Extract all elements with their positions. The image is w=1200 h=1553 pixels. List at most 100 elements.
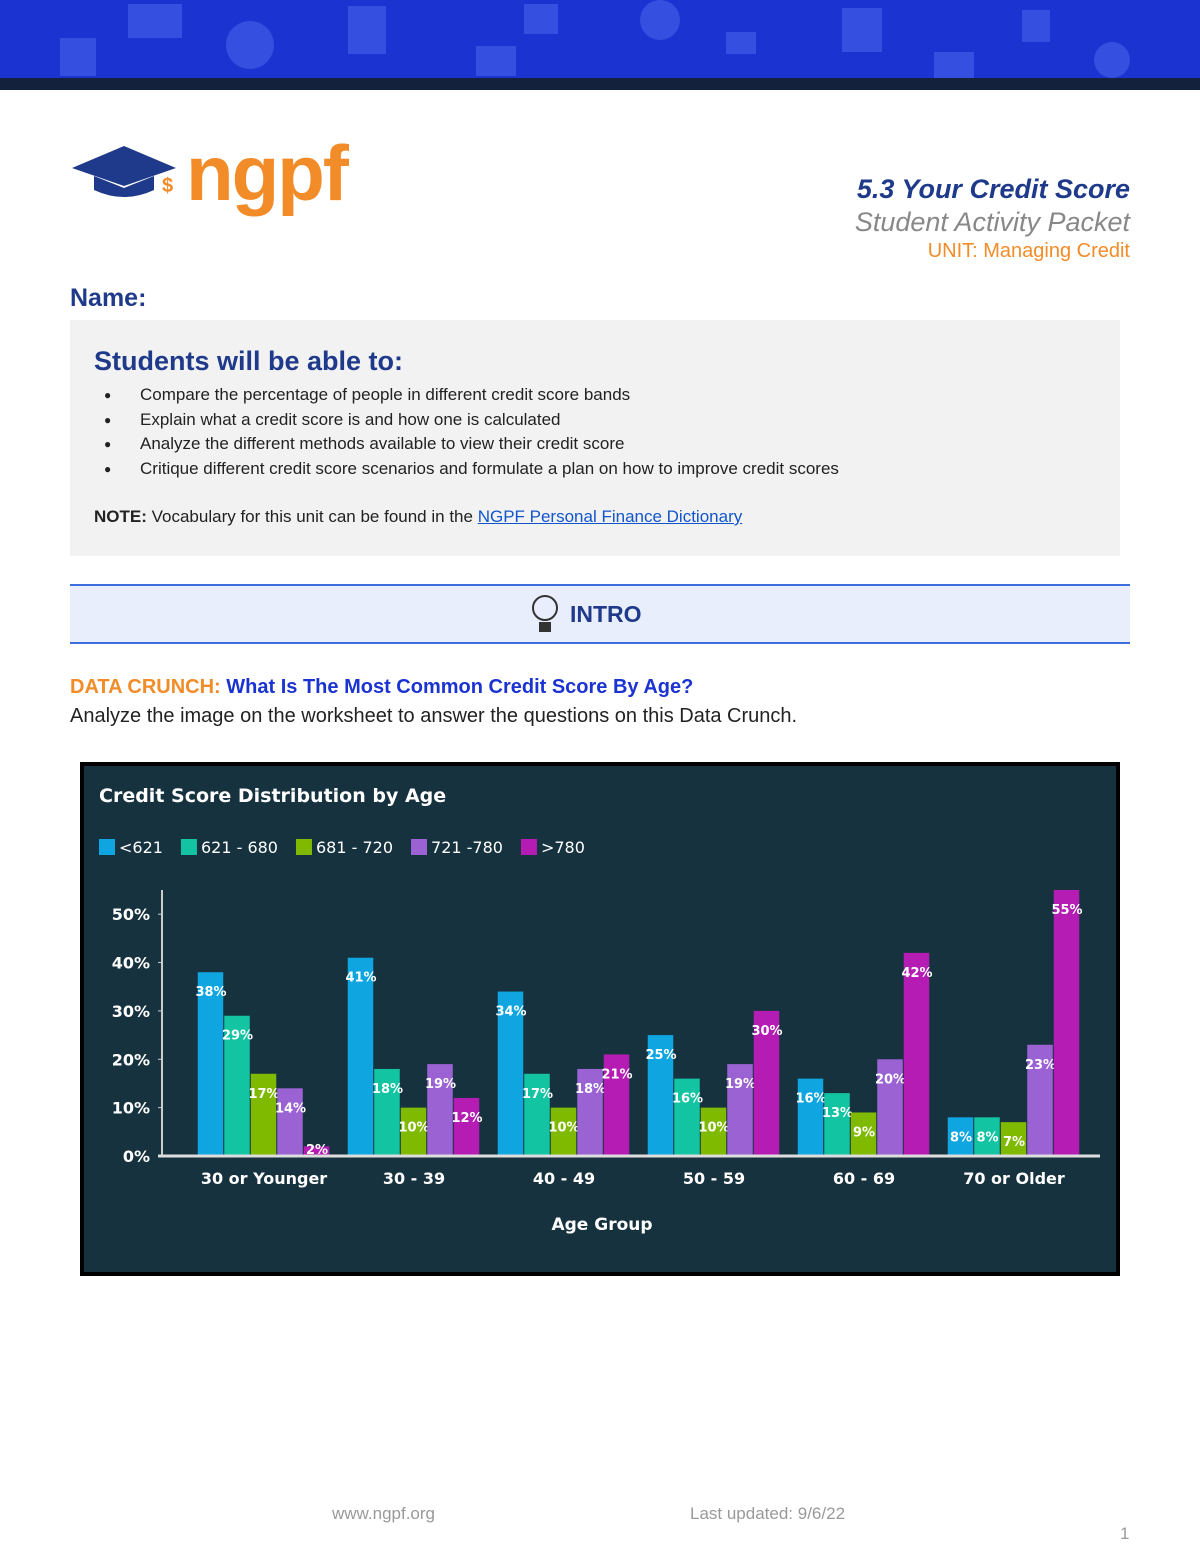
x-tick-label: 30 - 39 xyxy=(383,1169,445,1188)
footer-url: www.ngpf.org xyxy=(332,1504,435,1523)
logo: ngpf xyxy=(186,129,349,217)
section-bar: INTRO xyxy=(70,584,1130,644)
legend-label: 681 - 720 xyxy=(316,838,393,857)
bar xyxy=(524,1073,550,1156)
y-tick-label: 10% xyxy=(112,1099,150,1118)
page-number: 1 xyxy=(1120,1524,1130,1543)
legend-swatch xyxy=(295,839,312,855)
value-label: 30% xyxy=(751,1024,782,1039)
bar xyxy=(303,1146,330,1156)
value-label: 10% xyxy=(548,1121,579,1136)
objective: Explain what a credit score is and how o… xyxy=(70,408,1120,433)
value-label: 8% xyxy=(976,1130,998,1145)
bar xyxy=(1027,1044,1053,1156)
value-label: 17% xyxy=(248,1087,279,1102)
value-label: 42% xyxy=(901,966,932,981)
bulb-icon xyxy=(532,595,558,632)
value-label: 2% xyxy=(306,1143,328,1158)
y-tick-label: 30% xyxy=(112,1002,150,1021)
unit: UNIT: Managing Credit xyxy=(927,240,1130,262)
bar xyxy=(277,1088,303,1156)
x-tick-label: 70 or Older xyxy=(963,1169,1065,1188)
bar xyxy=(824,1093,850,1156)
bar xyxy=(453,1097,480,1156)
section-title: INTRO xyxy=(570,601,642,627)
bar xyxy=(974,1117,1000,1156)
x-tick-label: 60 - 69 xyxy=(833,1169,895,1188)
chart-background xyxy=(80,762,1120,1276)
bar xyxy=(497,991,524,1156)
bar xyxy=(250,1073,277,1156)
footer-updated: Last updated: 9/6/22 xyxy=(690,1504,846,1523)
bar xyxy=(224,1015,250,1156)
value-label: 19% xyxy=(425,1077,456,1092)
value-label: 55% xyxy=(1051,903,1082,918)
bar xyxy=(797,1078,824,1156)
name-label: Name: xyxy=(70,284,147,312)
bar xyxy=(877,1059,903,1156)
objectives-heading: Students will be able to: xyxy=(94,346,404,376)
value-label: 17% xyxy=(522,1087,553,1102)
banner xyxy=(0,0,1200,78)
value-label: 25% xyxy=(645,1048,676,1063)
bar xyxy=(753,1010,780,1156)
banner-stripe xyxy=(0,78,1200,90)
packet-title: 5.3 Your Credit Score xyxy=(856,174,1130,204)
value-label: 20% xyxy=(875,1072,906,1087)
data-crunch-question: What Is The Most Common Credit Score By … xyxy=(226,676,694,698)
legend-swatch xyxy=(180,839,197,855)
dictionary-link[interactable]: NGPF Personal Finance Dictionary xyxy=(477,507,743,526)
bar xyxy=(347,957,374,1156)
bar xyxy=(577,1068,603,1156)
value-label: 16% xyxy=(795,1092,826,1107)
data-crunch-instructions: Analyze the image on the worksheet to an… xyxy=(70,705,798,727)
value-label: 19% xyxy=(725,1077,756,1092)
legend-label: >780 xyxy=(541,838,585,857)
objective: Critique different credit score scenario… xyxy=(70,457,1120,482)
y-tick-label: 0% xyxy=(123,1147,150,1166)
bar xyxy=(603,1054,630,1156)
value-label: 8% xyxy=(950,1130,972,1145)
value-label: 13% xyxy=(822,1106,853,1121)
bar xyxy=(947,1117,974,1156)
bar xyxy=(374,1068,400,1156)
bar xyxy=(1053,890,1080,1156)
svg-text:$: $ xyxy=(162,175,173,197)
logo-cap: $ xyxy=(72,146,176,197)
value-label: 18% xyxy=(575,1082,606,1097)
value-label: 14% xyxy=(275,1101,306,1116)
legend-label: <621 xyxy=(119,838,163,857)
note: NOTE: Vocabulary for this unit can be fo… xyxy=(94,507,1120,527)
value-label: 18% xyxy=(372,1082,403,1097)
value-label: 41% xyxy=(345,971,376,986)
value-label: 29% xyxy=(222,1029,253,1044)
value-label: 9% xyxy=(853,1125,875,1140)
value-label: 16% xyxy=(672,1092,703,1107)
value-label: 10% xyxy=(698,1121,729,1136)
y-tick-label: 20% xyxy=(112,1050,150,1069)
y-tick-label: 50% xyxy=(112,905,150,924)
bar xyxy=(700,1107,727,1156)
note-text: Vocabulary for this unit can be found in… xyxy=(151,507,473,526)
value-label: 38% xyxy=(195,985,226,1000)
bar xyxy=(850,1112,877,1156)
banner-icons xyxy=(60,0,1130,78)
value-label: 12% xyxy=(451,1111,482,1126)
packet-subtitle: Student Activity Packet xyxy=(854,207,1130,237)
legend-swatch xyxy=(411,839,428,855)
objectives-box: Students will be able to: Compare the pe… xyxy=(70,320,1120,556)
bar xyxy=(674,1078,700,1156)
value-label: 21% xyxy=(601,1067,632,1082)
bar xyxy=(400,1107,427,1156)
x-tick-label: 50 - 59 xyxy=(683,1169,745,1188)
bar xyxy=(1000,1122,1027,1156)
header-titles: 5.3 Your Credit Score Student Activity P… xyxy=(855,174,1130,263)
legend-swatch xyxy=(520,839,537,855)
x-tick-label: 40 - 49 xyxy=(533,1169,595,1188)
value-label: 34% xyxy=(495,1005,526,1020)
objectives-list: Compare the percentage of people in diff… xyxy=(70,383,1120,481)
legend-swatch xyxy=(99,839,115,855)
chart-title: Credit Score Distribution by Age xyxy=(99,785,446,807)
bar xyxy=(427,1064,453,1156)
objective: Analyze the different methods available … xyxy=(70,432,1120,457)
